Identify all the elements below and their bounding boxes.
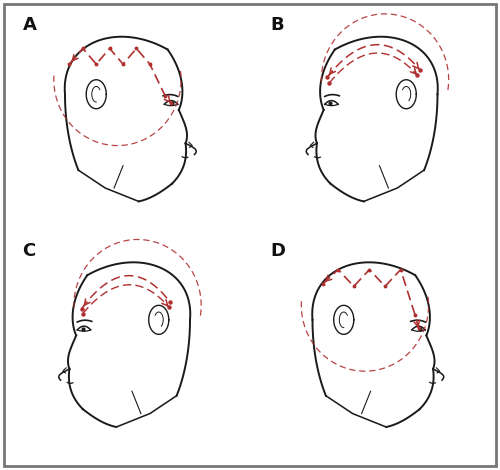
Text: C: C <box>22 242 36 260</box>
Text: B: B <box>270 16 283 34</box>
Text: A: A <box>22 16 36 34</box>
Text: D: D <box>270 242 285 260</box>
